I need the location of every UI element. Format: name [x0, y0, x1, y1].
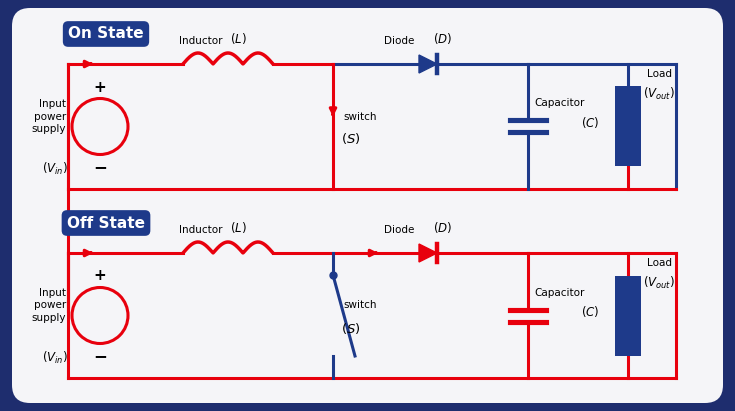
Text: $(L)$: $(L)$	[230, 31, 247, 46]
Text: On State: On State	[68, 26, 144, 42]
FancyBboxPatch shape	[12, 8, 723, 403]
Text: −: −	[93, 159, 107, 176]
Text: +: +	[93, 268, 107, 284]
Text: $(C)$: $(C)$	[581, 115, 600, 130]
Text: Off State: Off State	[67, 215, 145, 231]
Text: $(V_{in})$: $(V_{in})$	[42, 160, 68, 177]
Text: $(L)$: $(L)$	[230, 220, 247, 235]
Text: Input
power
supply: Input power supply	[32, 288, 66, 323]
Text: Inductor: Inductor	[179, 36, 226, 46]
Text: $(V_{in})$: $(V_{in})$	[42, 349, 68, 365]
Text: $(V_{out})$: $(V_{out})$	[643, 86, 675, 102]
Text: $(C)$: $(C)$	[581, 304, 600, 319]
Text: Inductor: Inductor	[179, 225, 226, 235]
Text: $(S)$: $(S)$	[341, 132, 361, 146]
Text: switch: switch	[343, 300, 376, 310]
Text: Load: Load	[647, 258, 672, 268]
Polygon shape	[419, 244, 437, 262]
Bar	[615, 275, 641, 356]
Text: Diode: Diode	[384, 36, 418, 46]
Text: Diode: Diode	[384, 225, 418, 235]
Text: $(D)$: $(D)$	[433, 220, 452, 235]
Text: Load: Load	[647, 69, 672, 79]
Text: Capacitor: Capacitor	[534, 288, 584, 298]
Text: +: +	[93, 79, 107, 95]
Text: −: −	[93, 347, 107, 365]
Text: Capacitor: Capacitor	[534, 99, 584, 109]
Text: $(V_{out})$: $(V_{out})$	[643, 275, 675, 291]
Text: $(D)$: $(D)$	[433, 31, 452, 46]
Bar	[615, 86, 641, 166]
Polygon shape	[419, 55, 437, 73]
Text: Input
power
supply: Input power supply	[32, 99, 66, 134]
Text: $(S)$: $(S)$	[341, 321, 361, 335]
Text: switch: switch	[343, 111, 376, 122]
